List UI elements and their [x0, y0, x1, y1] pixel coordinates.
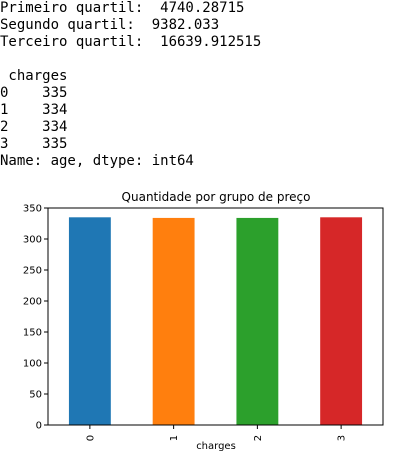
- x-axis: 0 1 2 3: [85, 425, 348, 441]
- bar-3: [320, 217, 363, 425]
- series-footer: Name: age, dtype: int64: [0, 153, 194, 169]
- x-tick-label: 3: [337, 435, 348, 441]
- y-tick-label: 50: [29, 390, 42, 401]
- chart-title: Quantidade por grupo de preço: [122, 190, 311, 204]
- quartile-line-3: Terceiro quartil: 16639.912515: [0, 34, 262, 50]
- bar-0: [68, 217, 111, 425]
- plot-frame: [47, 207, 384, 426]
- y-tick-label: 250: [23, 266, 42, 277]
- y-tick-label: 0: [36, 421, 42, 432]
- x-axis-label: charges: [196, 441, 236, 452]
- cell-output: Primeiro quartil: 4740.28715 Segundo qua…: [0, 0, 410, 170]
- bars: [68, 217, 363, 425]
- bar-1: [152, 217, 195, 425]
- series-row-2: 2 334: [0, 119, 68, 135]
- series-header: charges: [0, 68, 68, 84]
- y-tick-label: 200: [23, 297, 42, 308]
- x-tick-label: 0: [85, 435, 96, 441]
- quartile-line-2: Segundo quartil: 9382.033: [0, 17, 220, 33]
- quartile-line-1: Primeiro quartil: 4740.28715: [0, 0, 245, 16]
- y-tick-label: 150: [23, 328, 42, 339]
- y-tick-label: 300: [23, 235, 42, 246]
- y-tick-label: 100: [23, 359, 42, 370]
- series-row-1: 1 334: [0, 102, 68, 118]
- series-row-3: 3 335: [0, 136, 68, 152]
- x-tick-label: 2: [253, 435, 264, 441]
- y-tick-label: 350: [23, 204, 42, 215]
- x-tick-label: 1: [169, 435, 180, 441]
- y-axis: 0 50 100 150 200 250 300 350: [23, 204, 48, 432]
- series-row-0: 0 335: [0, 85, 68, 101]
- bar-2: [236, 217, 279, 425]
